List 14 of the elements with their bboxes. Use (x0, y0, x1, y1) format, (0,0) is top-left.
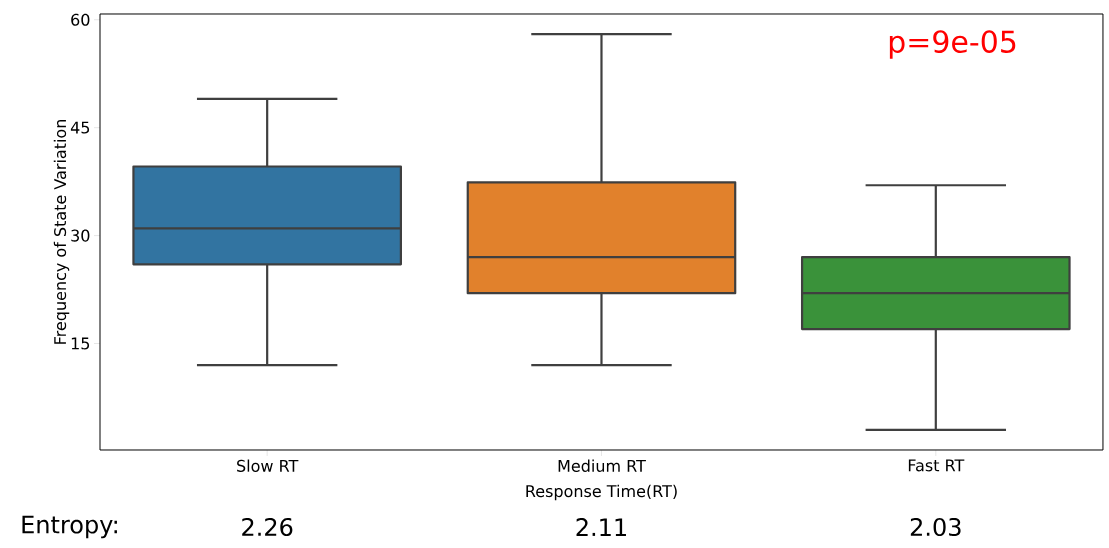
x-axis-title: Response Time(RT) (526, 484, 677, 501)
text: 2.26 (242, 517, 293, 537)
y-tick-label: 60 (71, 13, 90, 26)
y-tick-label: 15 (71, 337, 90, 350)
y-tick-label: 30 (71, 229, 90, 242)
annotation: p=9e-05 (889, 30, 1016, 59)
text: Entropy: (22, 515, 117, 539)
text: 2.11 (576, 518, 626, 536)
y-axis-title: Frequency of State Variation (53, 119, 70, 344)
text: 2.03 (910, 517, 961, 537)
y-tick-label: 45 (70, 121, 90, 134)
x-tick-label: Fast RT (908, 459, 965, 472)
x-tick-label: Medium RT (558, 459, 646, 472)
x-tick-label: Slow RT (237, 459, 299, 472)
